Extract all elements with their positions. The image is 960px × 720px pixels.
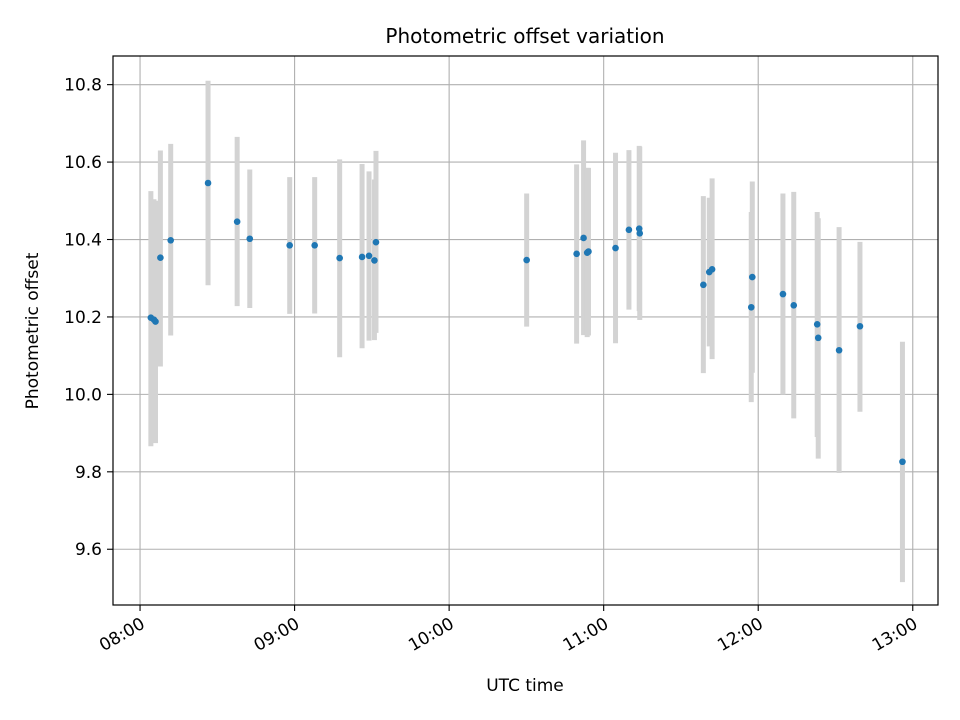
chart-title: Photometric offset variation [385,24,664,48]
data-point [636,230,644,237]
data-point [899,458,906,466]
data-point [246,235,254,243]
data-point [152,318,159,325]
data-point [625,226,633,234]
y-axis-ticks: 9.6 9.8 10.0 10.2 10.4 10.6 10.8 [64,76,113,560]
data-point [311,242,318,249]
data-point [708,266,716,273]
data-point [790,302,798,309]
y-tick-label: 9.8 [75,463,102,483]
data-point [779,290,787,298]
data-point [286,242,293,249]
data-point [813,321,821,328]
y-tick-label: 9.6 [75,540,102,560]
x-axis-label: UTC time [486,676,564,696]
data-points [147,179,906,466]
data-point [372,238,380,246]
data-point [700,281,707,289]
data-point [835,346,843,354]
y-tick-label: 10.0 [64,385,102,405]
data-point [523,256,530,264]
data-point [856,322,864,330]
data-point [612,244,619,252]
data-point [814,334,822,342]
data-point [371,257,378,264]
data-point [748,273,756,281]
data-point [580,234,587,242]
data-point [167,236,174,244]
data-point [585,248,592,255]
y-tick-label: 10.2 [64,308,102,328]
data-point [747,303,755,311]
data-point [365,252,373,260]
y-tick-label: 10.8 [64,76,102,96]
data-point [336,254,343,262]
y-axis-label: Photometric offset [23,252,43,409]
data-point [358,253,366,261]
data-point [204,179,212,187]
y-tick-label: 10.6 [64,153,102,173]
plot-frame [112,55,939,606]
data-point [573,250,580,258]
y-tick-label: 10.4 [64,231,102,251]
data-point [157,254,164,262]
data-point [233,218,241,226]
